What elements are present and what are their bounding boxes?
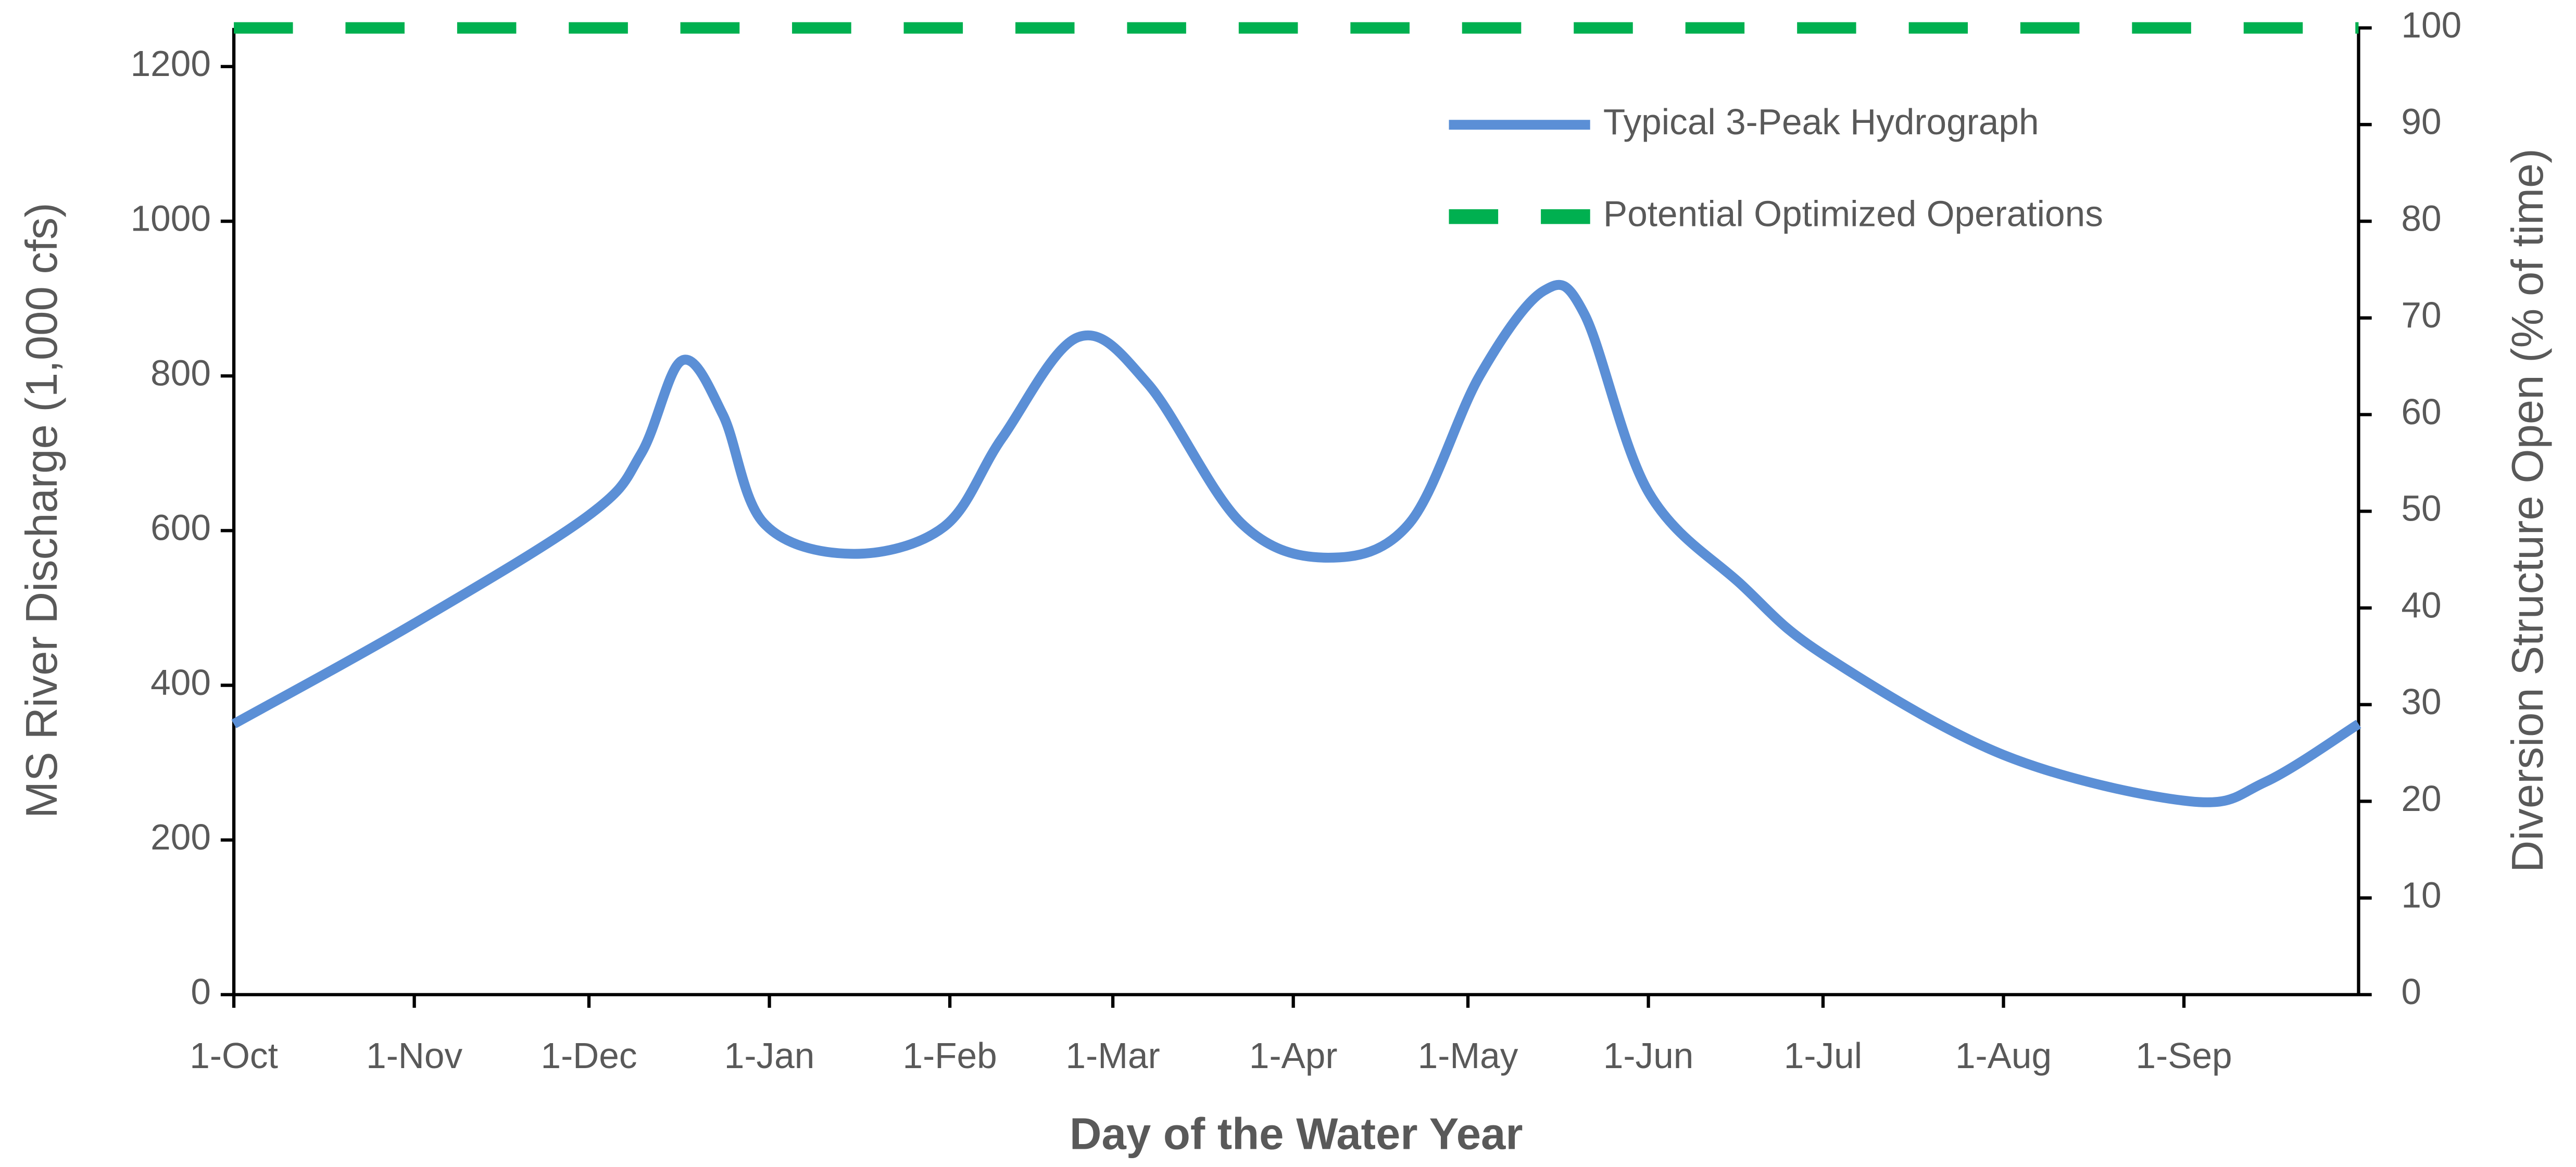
y-tick-label: 1200	[131, 43, 211, 84]
legend-label: Potential Optimized Operations	[1603, 194, 2103, 234]
y2-tick-label: 60	[2401, 391, 2441, 432]
x-tick-label: 1-Sep	[2136, 1035, 2232, 1076]
y-tick-label: 0	[191, 971, 211, 1012]
x-tick-label: 1-Aug	[1955, 1035, 2052, 1076]
y2-tick-label: 90	[2401, 102, 2441, 142]
data-line	[231, 280, 2361, 807]
x-tick-label: 1-Jul	[1784, 1035, 1862, 1076]
y2-tick-label: 0	[2401, 971, 2421, 1012]
x-axis-title: Day of the Water Year	[1070, 1110, 1523, 1159]
x-tick-label: 1-Dec	[541, 1035, 637, 1076]
x-tick-label: 1-Feb	[903, 1035, 997, 1076]
y2-tick-label: 20	[2401, 778, 2441, 819]
y-tick-label: 1000	[131, 198, 211, 238]
x-tick-label: 1-Mar	[1066, 1035, 1160, 1076]
y-axis-title: MS River Discharge (1,000 cfs)	[17, 202, 67, 818]
y2-tick-label: 100	[2401, 5, 2461, 45]
x-tick-label: 1-Apr	[1249, 1035, 1338, 1076]
y-tick-label: 200	[150, 817, 211, 857]
x-tick-label: 1-Jun	[1603, 1035, 1694, 1076]
legend-label: Typical 3-Peak Hydrograph	[1603, 102, 2039, 142]
y2-axis-title: Diversion Structure Open (% of time)	[2503, 148, 2553, 872]
y2-tick-label: 70	[2401, 295, 2441, 335]
y-tick-label: 800	[150, 353, 211, 394]
y2-tick-label: 40	[2401, 585, 2441, 625]
x-tick-label: 1-Oct	[190, 1035, 278, 1076]
y2-tick-label: 10	[2401, 875, 2441, 916]
x-tick-label: 1-May	[1418, 1035, 1518, 1076]
y2-tick-label: 80	[2401, 198, 2441, 238]
x-tick-label: 1-Nov	[366, 1035, 462, 1076]
y2-tick-label: 30	[2401, 681, 2441, 722]
y2-tick-label: 50	[2401, 488, 2441, 529]
y-tick-label: 600	[150, 508, 211, 548]
y-tick-label: 400	[150, 662, 211, 703]
x-tick-label: 1-Jan	[724, 1035, 815, 1076]
